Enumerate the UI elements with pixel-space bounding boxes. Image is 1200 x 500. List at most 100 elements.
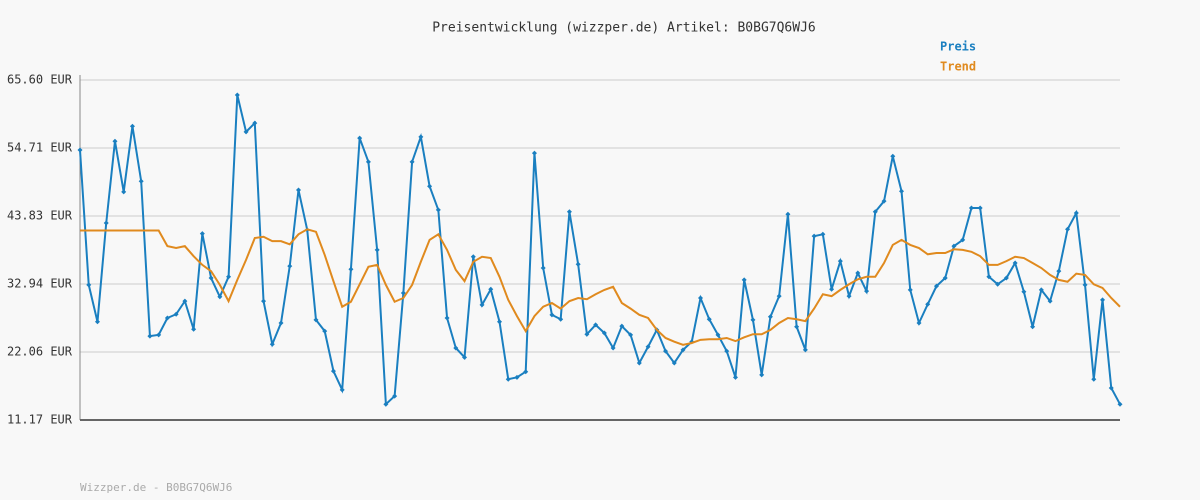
data-point — [348, 266, 354, 272]
data-point — [925, 301, 931, 307]
y-tick-label: 11.17 EUR — [7, 413, 73, 427]
data-point — [339, 387, 345, 393]
data-point — [261, 298, 267, 304]
data-point — [444, 315, 450, 321]
data-point — [400, 290, 406, 296]
data-point — [741, 277, 747, 283]
data-point — [593, 322, 599, 328]
data-point — [1100, 297, 1106, 303]
data-point — [619, 323, 625, 329]
data-point — [890, 153, 896, 159]
data-point — [794, 324, 800, 330]
data-point — [837, 258, 843, 264]
data-point — [645, 344, 651, 350]
data-point — [907, 287, 913, 293]
data-point — [706, 316, 712, 322]
data-point — [540, 265, 546, 271]
data-point — [505, 376, 511, 382]
data-point — [960, 237, 966, 243]
data-point — [1082, 282, 1088, 288]
data-point — [488, 286, 494, 292]
data-point — [365, 159, 371, 165]
data-point — [846, 293, 852, 299]
data-point — [610, 345, 616, 351]
data-point — [916, 320, 922, 326]
data-point — [479, 302, 485, 308]
line-preis — [79, 94, 1121, 407]
line-trend — [80, 228, 1121, 346]
data-point — [1117, 401, 1123, 407]
data-point — [77, 147, 83, 153]
data-point — [855, 270, 861, 276]
data-point — [698, 295, 704, 301]
data-point — [374, 247, 380, 253]
data-point — [1073, 210, 1079, 216]
data-point — [295, 187, 301, 193]
data-point — [86, 282, 92, 288]
data-point — [628, 332, 634, 338]
data-point — [138, 178, 144, 184]
data-point — [191, 326, 197, 332]
data-point — [942, 275, 948, 281]
data-point — [199, 231, 205, 237]
data-point — [156, 332, 162, 338]
data-point — [217, 294, 223, 300]
data-point — [164, 315, 170, 321]
data-point — [724, 348, 730, 354]
data-point — [951, 243, 957, 249]
data-point — [531, 150, 537, 156]
data-point — [811, 233, 817, 239]
y-tick-label: 32.94 EUR — [7, 277, 73, 291]
y-tick-label: 65.60 EUR — [7, 73, 73, 87]
data-point — [1047, 298, 1053, 304]
data-point — [680, 347, 686, 353]
data-point — [671, 360, 677, 366]
data-point — [977, 205, 983, 211]
data-point — [278, 320, 284, 326]
data-point — [208, 275, 214, 281]
data-point — [103, 220, 109, 226]
data-point — [829, 286, 835, 292]
data-point — [566, 209, 572, 215]
data-point — [1021, 289, 1027, 295]
data-point — [1038, 287, 1044, 293]
data-point — [418, 134, 424, 140]
data-point — [872, 209, 878, 215]
data-point — [147, 333, 153, 339]
data-point — [1012, 260, 1018, 266]
data-point — [899, 188, 905, 194]
data-point — [1091, 376, 1097, 382]
data-point — [173, 311, 179, 317]
data-point — [322, 328, 328, 334]
data-point — [549, 312, 555, 318]
data-point — [94, 319, 100, 325]
data-point — [313, 317, 319, 323]
data-point — [330, 368, 336, 374]
data-point — [287, 263, 293, 269]
data-point — [182, 298, 188, 304]
data-point — [453, 345, 459, 351]
data-point — [1065, 226, 1071, 232]
data-point — [995, 281, 1001, 287]
data-point — [785, 211, 791, 217]
data-point — [1003, 275, 1009, 281]
data-point — [1056, 268, 1062, 274]
data-point — [226, 274, 232, 280]
data-point — [732, 374, 738, 380]
data-point — [864, 288, 870, 294]
chart-title: Preisentwicklung (wizzper.de) Artikel: B… — [432, 21, 816, 36]
data-point — [243, 129, 249, 135]
data-point — [715, 332, 721, 338]
data-point — [129, 123, 135, 129]
data-point — [392, 393, 398, 399]
legend-label: Trend — [940, 60, 976, 74]
data-point — [427, 183, 433, 189]
data-point — [383, 401, 389, 407]
data-point — [357, 135, 363, 141]
data-point — [269, 341, 275, 347]
data-point — [496, 319, 502, 325]
data-point — [575, 261, 581, 267]
data-point — [234, 92, 240, 98]
data-point — [409, 159, 415, 165]
